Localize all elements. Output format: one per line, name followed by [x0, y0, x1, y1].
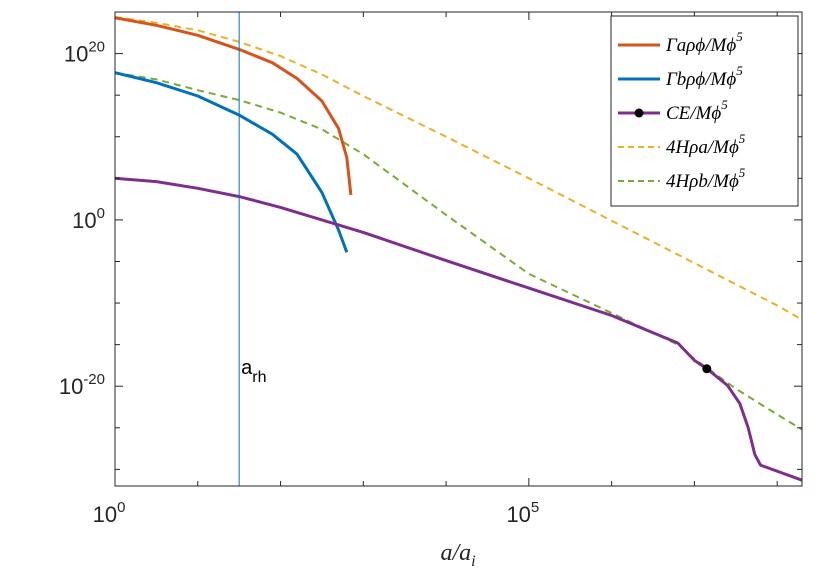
x-axis-title-main: a/a — [440, 540, 471, 566]
y-tick-label-exp: -20 — [83, 371, 105, 388]
legend-label-main: CE/Mϕ — [666, 103, 721, 124]
y-tick-label-base: 10 — [64, 42, 88, 67]
x-tick-label: 100 — [93, 499, 126, 527]
x-tick-label-exp: 0 — [117, 499, 125, 516]
legend-label-2: Γbρϕ/Mϕ5 — [665, 63, 743, 90]
y-tick-label: 1020 — [64, 39, 105, 67]
a-rh-annotation: arh — [241, 357, 266, 386]
legend-label-main: 4Hρb/Mϕ — [666, 171, 739, 192]
x-tick-label: 105 — [506, 499, 539, 527]
y-tick-label-exp: 20 — [88, 39, 105, 56]
series-3-marker — [702, 364, 712, 374]
legend-label-sup: 5 — [736, 29, 743, 44]
reference-line-layer: arh — [238, 12, 267, 486]
legend-marker-3 — [634, 108, 644, 118]
legend-label-3: CE/Mϕ5 — [666, 97, 728, 124]
x-tick-label-base: 10 — [506, 502, 530, 527]
legend-label-main: Γaρϕ/Mϕ — [665, 35, 736, 56]
legend-label-sup: 5 — [739, 165, 746, 180]
a-rh-annotation-main: a — [241, 357, 253, 379]
legend-label-sup: 5 — [739, 131, 746, 146]
y-tick-label-base: 10 — [72, 208, 96, 233]
y-tick-label-base: 10 — [59, 374, 83, 399]
y-tick-label: 10-20 — [59, 371, 105, 399]
legend-label-main: 4Hρa/Mϕ — [666, 137, 739, 158]
series-line-2 — [114, 71, 349, 253]
legend-label-5: 4Hρb/Mϕ5 — [666, 165, 746, 192]
ticks-layer — [114, 11, 802, 486]
legend-label-1: Γaρϕ/Mϕ5 — [665, 29, 743, 56]
x-axis-title: a/ai — [440, 540, 475, 570]
legend-label-sup: 5 — [721, 97, 728, 112]
series-line-5 — [114, 71, 803, 431]
y-tick-label-exp: 0 — [97, 205, 105, 222]
plot-frame — [114, 11, 803, 487]
y-tick-label: 100 — [72, 205, 105, 233]
x-tick-labels: 100 105 — [93, 499, 540, 527]
series-line-1 — [114, 16, 353, 196]
x-tick-label-exp: 5 — [531, 499, 539, 516]
a-rh-annotation-sub: rh — [252, 369, 266, 386]
x-axis-title-sub: i — [471, 553, 475, 570]
legend-label-main: Γbρϕ/Mϕ — [665, 69, 736, 90]
x-tick-label-base: 10 — [93, 502, 117, 527]
legend-label-4: 4Hρa/Mϕ5 — [666, 131, 746, 158]
legend-label-sup: 5 — [736, 63, 743, 78]
